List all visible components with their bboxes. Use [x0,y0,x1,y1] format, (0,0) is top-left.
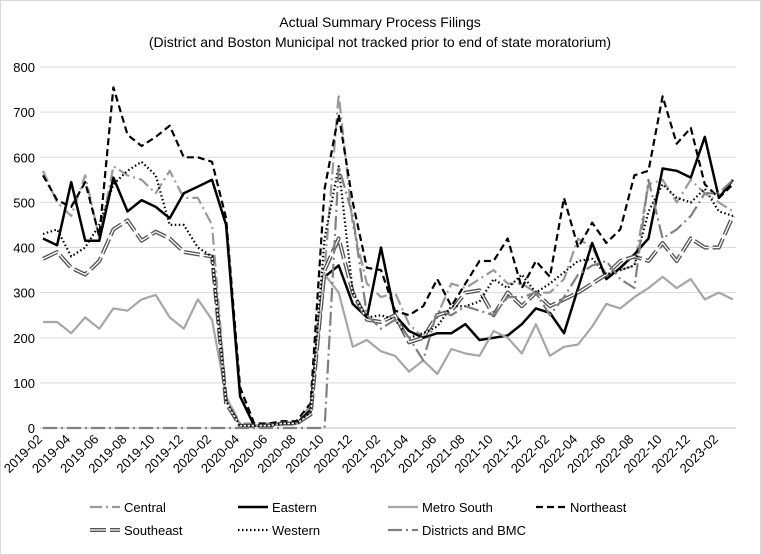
y-tick-label: 400 [13,241,35,256]
legend: Central Eastern Metro South Northeast Southe… [90,500,627,538]
legend-label-metro-south: Metro South [422,500,493,515]
y-tick-label: 0 [28,421,35,436]
y-tick-label: 300 [13,286,35,301]
legend-label-northeast: Northeast [570,500,627,515]
legend-label-central: Central [124,500,166,515]
y-tick-label: 600 [13,150,35,165]
legend-label-eastern: Eastern [272,500,317,515]
legend-label-southeast: Southeast [124,523,183,538]
series-line-northeast [42,86,734,425]
y-tick-label: 200 [13,331,35,346]
legend-label-western: Western [272,523,320,538]
gridlines [40,66,736,429]
legend-label-districts-and-bmc: Districts and BMC [422,523,526,538]
chart-subtitle: (District and Boston Municipal not track… [149,34,611,50]
series-line-districts-and-bmc [43,165,734,430]
y-tick-label: 100 [13,376,35,391]
series-line-southeast [42,215,734,427]
series-line-eastern [42,135,734,427]
series-lines [41,86,735,430]
chart-title: Actual Summary Process Filings [279,14,481,30]
y-tick-label: 700 [13,105,35,120]
series-line-metro-south [43,273,734,427]
y-axis-ticks: 0 100 200 300 400 500 600 700 800 [13,60,35,436]
y-tick-label: 500 [13,195,35,210]
y-tick-label: 800 [13,60,35,75]
series-line-central [41,93,734,425]
